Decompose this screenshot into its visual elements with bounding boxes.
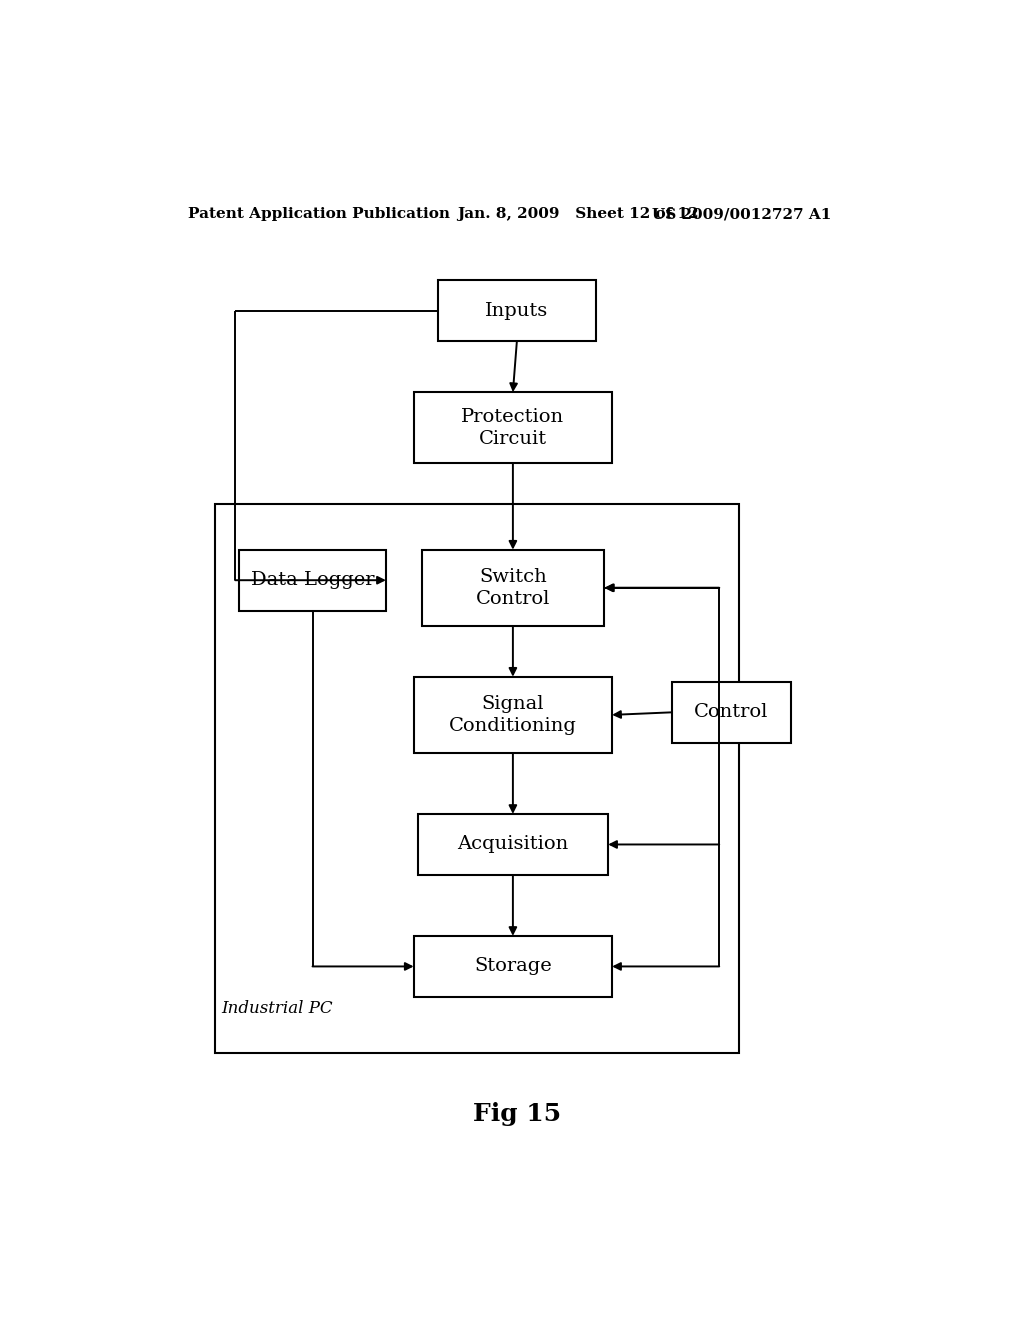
Bar [418,814,608,875]
Bar [414,677,612,752]
Bar [672,682,791,743]
Bar [437,280,596,342]
Text: Signal
Conditioning: Signal Conditioning [449,694,577,735]
Text: Inputs: Inputs [485,302,549,319]
Text: Industrial PC: Industrial PC [221,1001,333,1018]
Bar [240,549,386,611]
Bar [215,504,739,1053]
Text: Control: Control [694,704,768,721]
Text: Fig 15: Fig 15 [473,1102,561,1126]
Text: Protection
Circuit: Protection Circuit [462,408,564,447]
Text: Acquisition: Acquisition [458,836,568,854]
Text: Switch
Control: Switch Control [476,568,550,609]
Text: Patent Application Publication: Patent Application Publication [187,207,450,222]
Bar [414,392,612,463]
Bar [414,936,612,997]
Text: Storage: Storage [474,957,552,975]
Text: Jan. 8, 2009   Sheet 12 of 12: Jan. 8, 2009 Sheet 12 of 12 [458,207,699,222]
Bar [422,549,604,626]
Text: Data Logger: Data Logger [251,572,374,589]
Text: US 2009/0012727 A1: US 2009/0012727 A1 [652,207,831,222]
